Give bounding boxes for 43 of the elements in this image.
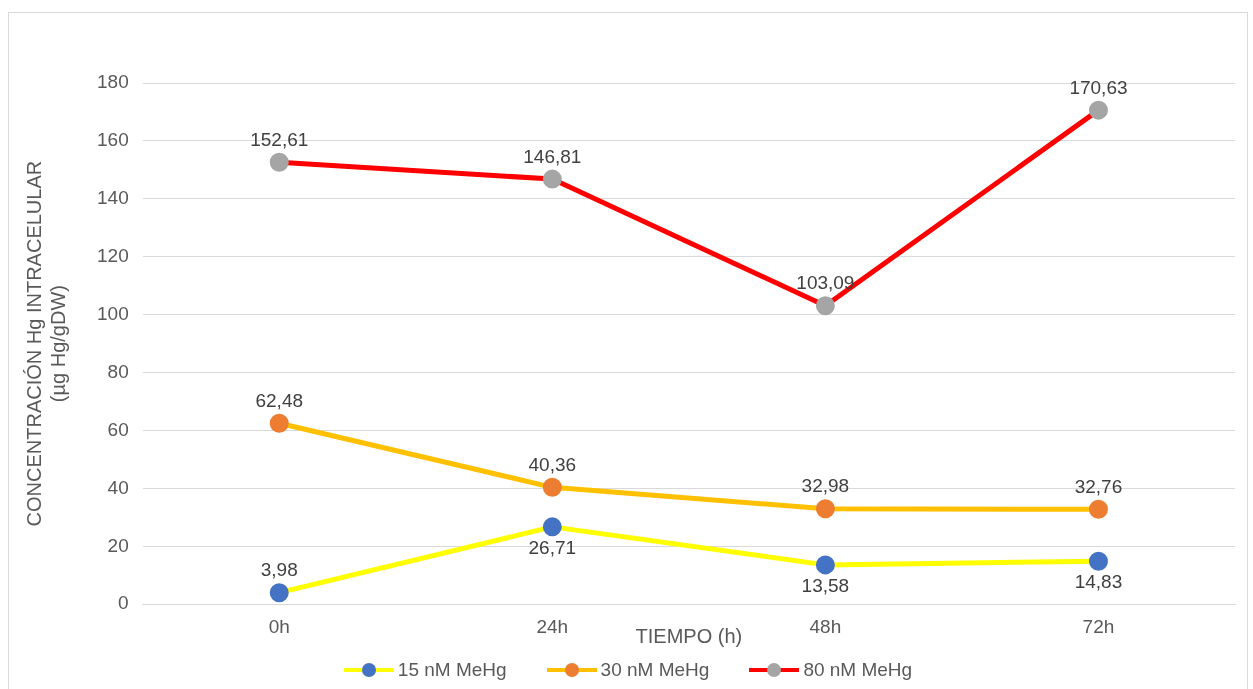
- x-tick-label: 24h: [536, 615, 569, 637]
- data-label: 32,76: [1074, 476, 1123, 498]
- y-tick-label: 60: [107, 418, 129, 440]
- y-tick-label: 120: [97, 244, 129, 266]
- point: [542, 169, 562, 189]
- y-tick-label: 160: [97, 129, 129, 151]
- data-label: 40,36: [528, 454, 577, 476]
- y-tick-label: 80: [107, 360, 129, 382]
- y-tick-label: 140: [97, 187, 129, 209]
- legend-label: 30 nM MeHg: [600, 659, 710, 681]
- data-label: 3,98: [260, 559, 298, 581]
- point: [269, 583, 289, 603]
- data-label: 14,83: [1074, 570, 1123, 592]
- y-tick-label: 100: [97, 302, 129, 324]
- y-tick-label: 180: [97, 71, 129, 93]
- data-label: 146,81: [523, 145, 582, 167]
- data-label: 103,09: [796, 272, 855, 294]
- x-tick-label: 0h: [268, 615, 290, 637]
- data-label: 62,48: [255, 390, 304, 412]
- data-label: 170,63: [1069, 76, 1128, 98]
- point: [815, 555, 835, 575]
- point: [815, 296, 835, 316]
- x-tick-label: 72h: [1082, 615, 1115, 637]
- point: [269, 152, 289, 172]
- legend-label: 80 nM MeHg: [803, 659, 913, 681]
- y-tick-label: 20: [107, 534, 129, 556]
- point: [269, 413, 289, 433]
- y-tick-label: 0: [118, 592, 129, 614]
- data-label: 152,61: [250, 129, 309, 151]
- x-tick-label: 48h: [809, 615, 842, 637]
- x-axis-title: TIEMPO (h): [635, 624, 743, 647]
- y-axis-title: CONCENTRACIÓN Hg INTRACELULAR (µg Hg/gDW): [22, 160, 69, 527]
- point: [542, 477, 562, 497]
- legend-label: 15 nM MeHg: [397, 659, 507, 681]
- point: [1088, 499, 1108, 519]
- data-label: 32,98: [801, 475, 850, 497]
- point: [815, 499, 835, 519]
- data-label: 13,58: [801, 574, 850, 596]
- y-tick-label: 40: [107, 476, 129, 498]
- data-label: 26,71: [528, 536, 577, 558]
- point: [542, 517, 562, 537]
- point: [1088, 551, 1108, 571]
- point: [1088, 100, 1108, 120]
